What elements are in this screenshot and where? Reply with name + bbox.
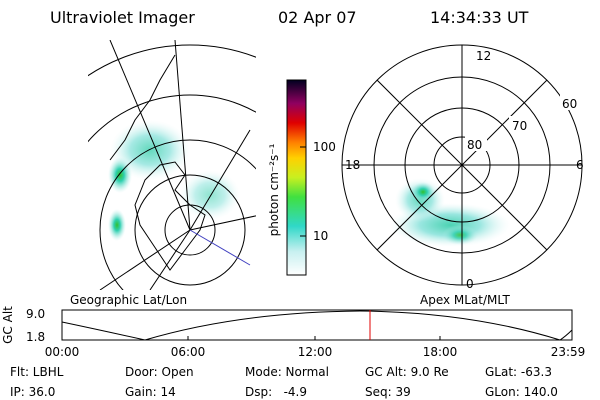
footer: Flt: LBHL Door: Open Mode: Normal GC Alt… (10, 365, 558, 399)
orbit-x-tick: 18:00 (423, 345, 458, 359)
footer-field: GLat: -63.3 (485, 365, 552, 379)
orbit-y-label: GC Alt (1, 306, 15, 344)
footer-field: Dsp: -4.9 (245, 385, 307, 399)
geographic-map (88, 40, 256, 290)
mlat-label: 70 (512, 119, 527, 133)
colorbar-tick: 100 (313, 140, 336, 154)
instrument: Ultraviolet Imager (50, 8, 195, 27)
footer-field: Flt: LBHL (10, 365, 64, 379)
colorbar-label: photon cm⁻²s⁻¹ (267, 143, 281, 236)
mlt-label: 6 (576, 158, 584, 172)
footer-field: GLon: 140.0 (485, 385, 558, 399)
footer-field: Gain: 14 (125, 385, 176, 399)
orbit-x-tick: 06:00 (171, 345, 206, 359)
footer-field: Door: Open (125, 365, 194, 379)
date: 02 Apr 07 (278, 8, 357, 27)
colorbar (286, 79, 307, 276)
mlt-label: 18 (345, 158, 360, 172)
orbit-y-tick: 9.0 (26, 307, 45, 321)
footer-field: Seq: 39 (365, 385, 411, 399)
orbit-x-tick: 23:59 (551, 345, 586, 359)
panel-label: Geographic Lat/Lon (70, 293, 187, 307)
time: 14:34:33 UT (430, 8, 529, 27)
orbit-y-tick: 1.8 (26, 330, 45, 344)
orbit-x-tick: 00:00 (45, 345, 80, 359)
mlat-label: 80 (467, 138, 482, 152)
orbit-x-tick: 12:00 (298, 345, 333, 359)
polar-plot: 12 18 6 0 60 70 80 (341, 44, 584, 291)
mlat-label: 60 (562, 97, 577, 111)
mlt-label: 0 (466, 277, 474, 291)
mlt-label: 12 (476, 49, 491, 63)
footer-field: Mode: Normal (245, 365, 329, 379)
colorbar-tick: 10 (313, 229, 328, 243)
panel-label: Apex MLat/MLT (420, 293, 510, 307)
footer-field: GC Alt: 9.0 Re (365, 365, 449, 379)
footer-field: IP: 36.0 (10, 385, 55, 399)
orbit-plot (61, 309, 573, 341)
